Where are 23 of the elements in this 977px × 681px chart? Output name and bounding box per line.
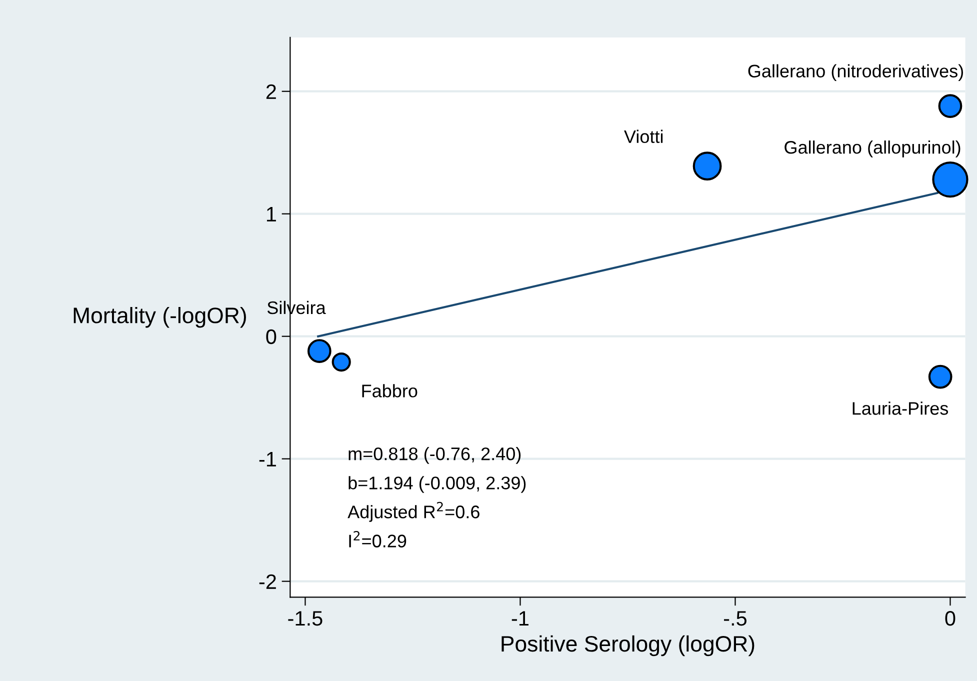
x-tick-label: 0: [945, 610, 956, 626]
annotation: m=0.818 (-0.76, 2.40): [348, 447, 521, 464]
y-tick-label: -2: [259, 574, 276, 589]
point: [307, 339, 332, 363]
y-axis-title: Mortality (-logOR): [74, 306, 246, 328]
annotation: Gallerano (allopurinol): [784, 140, 960, 158]
y-tick-label: 0: [266, 329, 276, 344]
annotation: I$^{2}$=0.29: [349, 530, 406, 548]
annotation: b=1.194 (-0.009, 2.39): [348, 476, 526, 493]
annotation: Gallerano (nitroderivatives): [748, 64, 964, 82]
x-tick-label: -1: [512, 611, 528, 626]
annotation: Lauria-Pires: [852, 402, 948, 415]
x-tick-label: -.5: [724, 611, 747, 626]
x-tick-label: -1.5: [288, 611, 322, 626]
y-tick-label: -1: [259, 452, 276, 466]
y-tick-label: 1: [266, 207, 276, 222]
annotation: Fabbro: [362, 384, 418, 398]
x-axis-title: Positive Serology (logOR): [502, 635, 754, 656]
annotation: Viotti: [624, 130, 663, 144]
y-tick-label: 2: [266, 84, 276, 99]
annotation: Adjusted R$^{2}$=0.6: [348, 502, 480, 522]
point: [938, 94, 962, 118]
point: [928, 364, 952, 389]
